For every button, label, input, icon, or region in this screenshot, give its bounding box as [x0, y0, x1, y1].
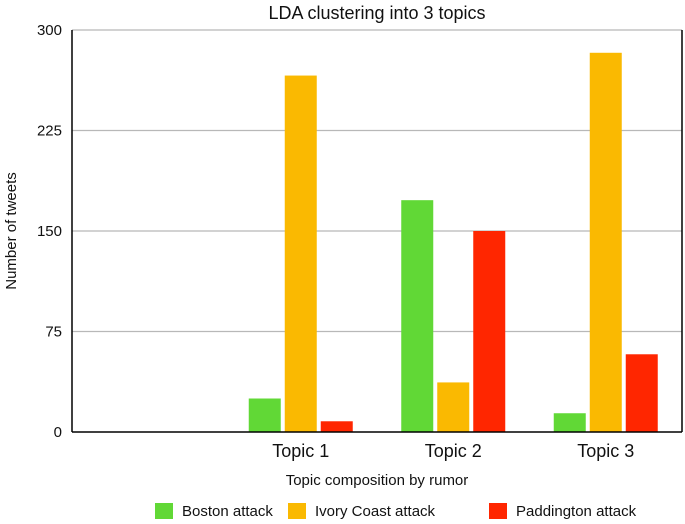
bar — [589, 52, 622, 432]
bar — [473, 231, 506, 432]
legend-label: Ivory Coast attack — [315, 503, 436, 520]
bar — [553, 413, 586, 432]
legend-swatch — [489, 503, 507, 519]
x-category-label: Topic 3 — [577, 441, 634, 461]
y-tick-label: 75 — [45, 324, 62, 341]
legend-swatch — [155, 503, 173, 519]
bar — [401, 200, 434, 432]
bar — [320, 421, 353, 432]
legend-label: Paddington attack — [516, 503, 637, 520]
y-tick-labels: 0 75 150 225 300 — [37, 22, 62, 441]
chart-title: LDA clustering into 3 topics — [268, 3, 485, 23]
y-tick-label: 150 — [37, 223, 62, 240]
bar — [437, 382, 470, 432]
x-category-label: Topic 2 — [425, 441, 482, 461]
bars — [248, 52, 658, 432]
y-axis-label: Number of tweets — [3, 172, 20, 290]
legend: Boston attack Ivory Coast attack Paddingto… — [155, 503, 637, 520]
gridlines — [72, 29, 682, 333]
bar — [284, 75, 317, 432]
y-tick-label: 300 — [37, 22, 62, 39]
bar — [248, 398, 281, 432]
x-axis-label: Topic composition by rumor — [286, 472, 469, 489]
x-category-label: Topic 1 — [272, 441, 329, 461]
bar — [625, 354, 658, 432]
legend-label: Boston attack — [182, 503, 273, 520]
y-tick-label: 225 — [37, 123, 62, 140]
axes — [71, 30, 683, 433]
legend-swatch — [288, 503, 306, 519]
x-category-labels: Topic 1 Topic 2 Topic 3 — [272, 441, 634, 461]
y-tick-label: 0 — [54, 424, 62, 441]
